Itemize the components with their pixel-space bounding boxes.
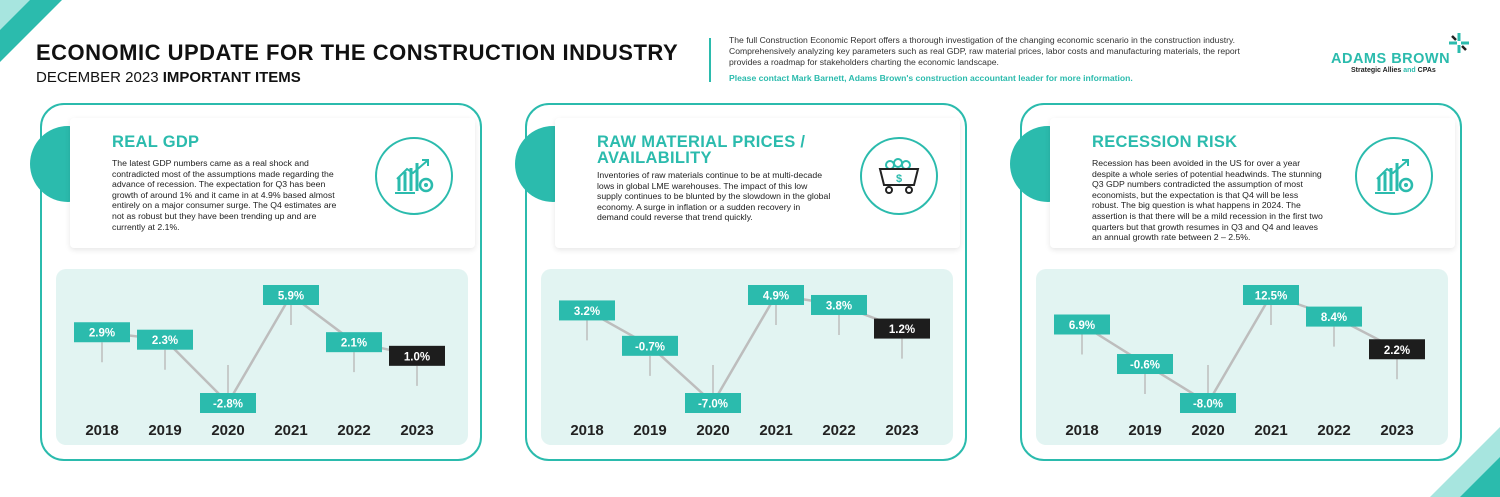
subtitle-date: DECEMBER 2023 [36, 69, 159, 86]
contact-text[interactable]: Please contact Mark Barnett, Adams Brown… [729, 73, 1133, 83]
svg-text:$: $ [896, 173, 902, 185]
data-label: 3.8% [826, 300, 852, 312]
panel-card: RAW MATERIAL PRICES / AVAILABILITY Inven… [555, 118, 960, 248]
data-label: -0.6% [1130, 360, 1160, 372]
logo-tag-c: CPAs [1415, 67, 1436, 74]
data-label-box [1054, 314, 1110, 335]
data-label: 2.9% [89, 328, 115, 340]
x-tick-label: 2022 [337, 422, 370, 439]
data-label-box [622, 335, 678, 356]
chart-area: 3.2% -0.7% -7.0% 4.9% 3.8% 1.2% 2018 2019 2020 20… [541, 269, 953, 445]
data-label-box [1180, 393, 1236, 413]
data-label: 4.9% [763, 291, 789, 303]
data-label: 2.2% [1384, 345, 1410, 357]
x-tick-label: 2021 [274, 422, 307, 439]
x-tick-label: 2021 [1254, 422, 1287, 439]
corner-decoration-bottom-dark [1460, 457, 1500, 497]
data-label: 2.1% [341, 338, 367, 350]
x-tick-label: 2021 [759, 422, 792, 439]
data-label-box [137, 329, 193, 350]
data-label-box [389, 345, 445, 366]
data-label-box [74, 322, 130, 343]
chart-area: 6.9% -0.6% -8.0% 12.5% 8.4% 2.2% 2018 2019 2020 2… [1036, 269, 1448, 445]
data-label-box [1243, 285, 1299, 305]
data-label-box [200, 393, 256, 413]
x-tick-label: 2019 [633, 422, 666, 439]
data-label: 1.0% [404, 351, 430, 363]
page-title: ECONOMIC UPDATE FOR THE CONSTRUCTION IND… [36, 40, 679, 65]
data-label-box [811, 294, 867, 315]
x-tick-label: 2022 [1317, 422, 1350, 439]
data-label: 6.9% [1069, 320, 1095, 332]
panel-title: RECESSION RISK [1092, 133, 1238, 151]
data-label: 5.9% [278, 291, 304, 303]
panel-recession-risk: RECESSION RISK Recession has been avoide… [1010, 103, 1462, 461]
subtitle-bold: IMPORTANT ITEMS [162, 69, 301, 86]
data-label: -0.7% [635, 341, 665, 353]
growth-chart-gear-icon [1375, 159, 1414, 194]
panel-icon-circle: $ [860, 137, 938, 215]
chart-area: 2.9% 2.3% -2.8% 5.9% 2.1% 1.0% 2018 2019 2020 202… [56, 269, 468, 445]
x-tick-label: 2018 [570, 422, 603, 439]
chart-svg: 2.9% 2.3% -2.8% 5.9% 2.1% 1.0% 2018 2019 2020 202… [74, 285, 445, 439]
panel-card: REAL GDP The latest GDP numbers came as … [70, 118, 475, 248]
data-label: 1.2% [889, 324, 915, 336]
x-tick-label: 2023 [400, 422, 433, 439]
x-tick-label: 2018 [85, 422, 118, 439]
data-label: 3.2% [574, 306, 600, 318]
logo-tag-b: and [1403, 67, 1416, 74]
x-tick-label: 2023 [1380, 422, 1413, 439]
panel-title: REAL GDP [112, 133, 200, 151]
data-label-box [1306, 306, 1362, 327]
panel-text: The latest GDP numbers came as a real sh… [112, 158, 337, 232]
corner-decoration-light [0, 0, 30, 30]
header-divider [709, 38, 711, 82]
data-label-box [1117, 354, 1173, 375]
page-subtitle: DECEMBER 2023 IMPORTANT ITEMS [36, 69, 301, 86]
chart-svg: 6.9% -0.6% -8.0% 12.5% 8.4% 2.2% 2018 2019 2020 2… [1054, 285, 1425, 439]
data-label: 2.3% [152, 335, 178, 347]
data-label-box [748, 285, 804, 305]
x-tick-label: 2023 [885, 422, 918, 439]
panel-text: Recession has been avoided in the US for… [1092, 158, 1323, 243]
panel-real-gdp: REAL GDP The latest GDP numbers came as … [30, 103, 482, 461]
panel-icon-circle [375, 137, 453, 215]
x-tick-label: 2020 [696, 422, 729, 439]
data-label-box [263, 285, 319, 305]
growth-chart-gear-icon [395, 159, 434, 194]
logo-mark-icon [1449, 33, 1469, 53]
panel-card: RECESSION RISK Recession has been avoide… [1050, 118, 1455, 248]
panel-title: RAW MATERIAL PRICES / AVAILABILITY [597, 133, 806, 167]
logo-name: ADAMS BROWN [1331, 51, 1451, 67]
logo-tagline: Strategic Allies and CPAs [1351, 67, 1436, 74]
panel-text: Inventories of raw materials continue to… [597, 170, 831, 223]
intro-text: The full Construction Economic Report of… [729, 35, 1240, 67]
data-label: -8.0% [1193, 399, 1223, 411]
data-label: -7.0% [698, 399, 728, 411]
x-tick-label: 2019 [1128, 422, 1161, 439]
x-tick-label: 2018 [1065, 422, 1098, 439]
x-tick-label: 2022 [822, 422, 855, 439]
data-label: 8.4% [1321, 312, 1347, 324]
chart-svg: 3.2% -0.7% -7.0% 4.9% 3.8% 1.2% 2018 2019 2020 20… [559, 285, 930, 439]
data-label-box [326, 332, 382, 353]
x-tick-label: 2020 [1191, 422, 1224, 439]
logo-tag-a: Strategic Allies [1351, 67, 1404, 74]
data-label-box [874, 318, 930, 339]
data-label-box [1369, 339, 1425, 360]
panel-icon-circle [1355, 137, 1433, 215]
x-tick-label: 2019 [148, 422, 181, 439]
data-label-box [559, 300, 615, 321]
panel-raw-materials: RAW MATERIAL PRICES / AVAILABILITY Inven… [515, 103, 967, 461]
data-label-box [685, 393, 741, 413]
data-label: 12.5% [1255, 291, 1288, 303]
x-tick-label: 2020 [211, 422, 244, 439]
mine-cart-dollar-icon: $ [878, 158, 920, 194]
data-label: -2.8% [213, 399, 243, 411]
